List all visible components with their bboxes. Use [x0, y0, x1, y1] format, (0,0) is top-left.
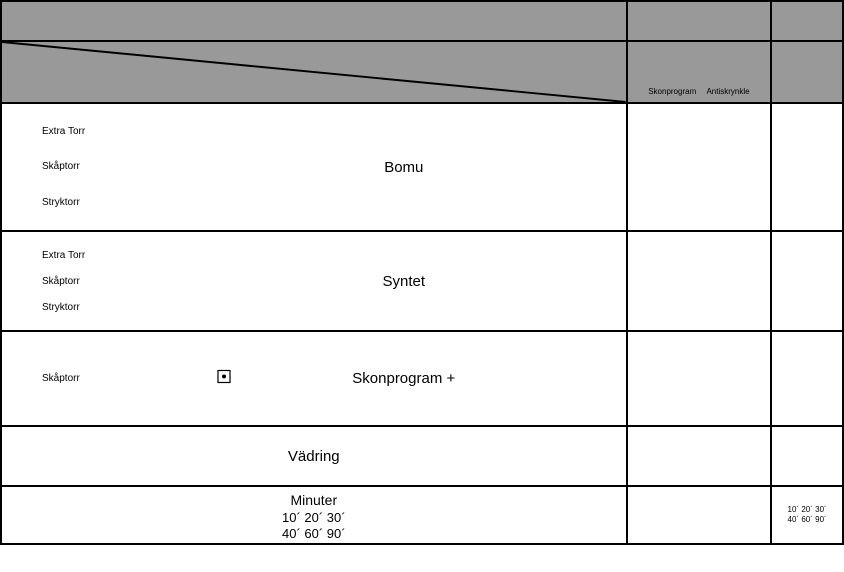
- header-options-cell: Skonprogram Antiskrynkle: [627, 41, 772, 103]
- header-skonprogram-label: Skonprogram: [648, 87, 696, 96]
- row-minuter: Minuter 10´ 20´ 30´ 40´ 60´ 90´ 10´ 20´ …: [1, 486, 843, 544]
- bomull-main-cell: Extra Torr Skåptorr Stryktorr Bomu: [1, 103, 627, 231]
- syntet-col-c: [771, 231, 843, 331]
- opt-stryktorr: Stryktorr: [42, 302, 182, 313]
- minuter-col-c: 10´ 20´ 30´ 40´ 60´ 90´: [771, 486, 843, 544]
- diagonal-line-icon: [2, 42, 626, 102]
- row-vadring: Vädring: [1, 426, 843, 486]
- program-table: Skonprogram Antiskrynkle Extra Torr Skåp…: [0, 0, 844, 545]
- syntet-main-cell: Extra Torr Skåptorr Stryktorr Syntet: [1, 231, 627, 331]
- header-blank-b: [627, 1, 772, 41]
- bomull-col-b: [627, 103, 772, 231]
- opt-skaptorr: Skåptorr: [42, 276, 182, 287]
- minuter-line1: 10´ 20´ 30´: [2, 510, 626, 526]
- opt-skaptorr: Skåptorr: [42, 161, 182, 172]
- opt-stryktorr: Stryktorr: [42, 197, 182, 208]
- header-blank-a: [1, 1, 627, 41]
- header-row-blank: [1, 1, 843, 41]
- vadring-col-c: [771, 426, 843, 486]
- header-row-labels: Skonprogram Antiskrynkle: [1, 41, 843, 103]
- skon-col-b: [627, 331, 772, 426]
- row-syntet: Extra Torr Skåptorr Stryktorr Syntet: [1, 231, 843, 331]
- header-diagonal-cell: [1, 41, 627, 103]
- minuter-small-line2: 40´ 60´ 90´: [772, 515, 842, 525]
- header-empty-c: [771, 41, 843, 103]
- vadring-main-cell: Vädring: [1, 426, 627, 486]
- sun-icon: [217, 369, 231, 388]
- row-bomull: Extra Torr Skåptorr Stryktorr Bomu: [1, 103, 843, 231]
- minuter-col-b: [627, 486, 772, 544]
- opt-extra-torr: Extra Torr: [42, 250, 182, 261]
- minuter-line2: 40´ 60´ 90´: [2, 526, 626, 542]
- syntet-label: Syntet: [182, 273, 626, 290]
- skon-options: Skåptorr: [2, 332, 182, 425]
- bomull-col-c: [771, 103, 843, 231]
- opt-extra-torr: Extra Torr: [42, 126, 182, 137]
- minuter-main-cell: Minuter 10´ 20´ 30´ 40´ 60´ 90´: [1, 486, 627, 544]
- vadring-label: Vädring: [2, 448, 626, 465]
- skon-col-c: [771, 331, 843, 426]
- row-skonprogram: Skåptorr Skonprogram +: [1, 331, 843, 426]
- header-antiskrynkle-label: Antiskrynkle: [706, 87, 749, 96]
- minuter-small-line1: 10´ 20´ 30´: [772, 505, 842, 515]
- skon-main-cell: Skåptorr Skonprogram +: [1, 331, 627, 426]
- bomull-label: Bomu: [182, 159, 626, 176]
- syntet-col-b: [627, 231, 772, 331]
- syntet-options: Extra Torr Skåptorr Stryktorr: [2, 232, 182, 330]
- opt-skaptorr: Skåptorr: [42, 373, 182, 384]
- vadring-col-b: [627, 426, 772, 486]
- skon-label: Skonprogram +: [182, 370, 626, 387]
- minuter-title: Minuter: [2, 492, 626, 510]
- header-blank-c: [771, 1, 843, 41]
- bomull-options: Extra Torr Skåptorr Stryktorr: [2, 104, 182, 230]
